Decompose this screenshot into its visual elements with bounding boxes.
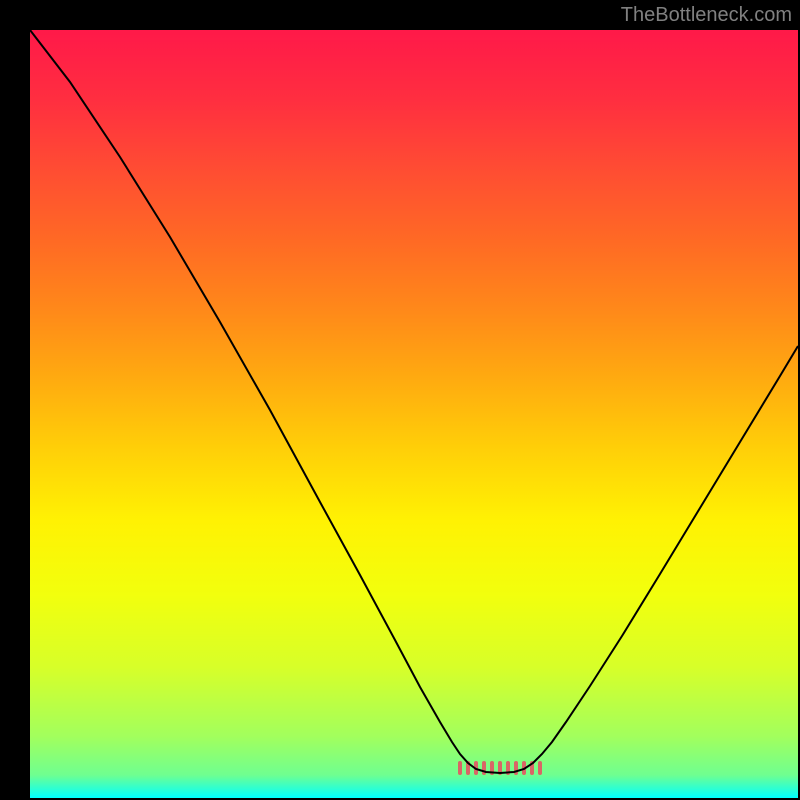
watermark-text: TheBottleneck.com — [621, 4, 792, 27]
plot-background — [30, 30, 798, 798]
bottleneck-chart — [0, 0, 800, 800]
frame-border-left — [0, 0, 30, 800]
